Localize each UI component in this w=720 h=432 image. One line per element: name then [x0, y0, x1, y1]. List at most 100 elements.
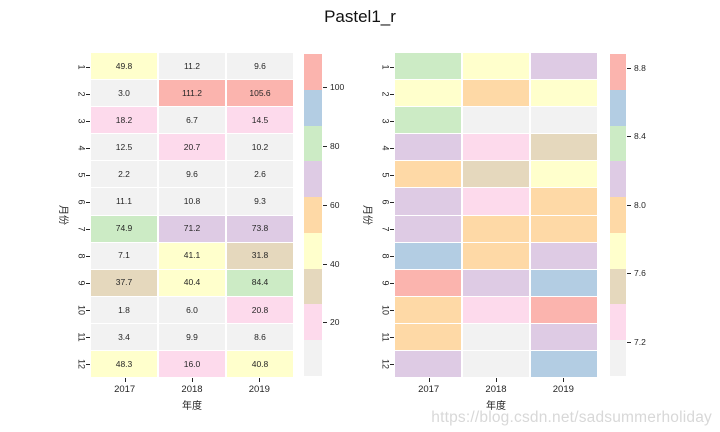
heatmap-cell: [531, 53, 597, 80]
heatmap-cell: 6.0: [159, 296, 225, 323]
heatmap-cell: 9.9: [159, 323, 225, 350]
colorbar: [610, 54, 626, 377]
colorbar-segment: [304, 232, 322, 269]
heatmap-cell: 16.0: [159, 350, 225, 377]
x-axis-label: 年度: [182, 401, 202, 412]
x-tick-label: 2018: [485, 384, 507, 395]
colorbar-segment: [304, 89, 322, 126]
y-tick-mark: [86, 66, 90, 68]
heatmap-cell: [395, 215, 461, 242]
heatmap-cell: 14.5: [227, 107, 293, 134]
y-tick-mark: [390, 120, 394, 122]
x-tick-label: 2019: [552, 384, 574, 395]
heatmap-cell: 8.6: [227, 323, 293, 350]
y-tick-mark: [390, 66, 394, 68]
heatmap-cell: 2.2: [91, 161, 157, 188]
heatmap-cell: [463, 323, 529, 350]
heatmap-cell: 73.8: [227, 215, 293, 242]
heatmap-cell: 10.2: [227, 134, 293, 161]
heatmap-cell: [463, 53, 529, 80]
heatmap-cell: [463, 188, 529, 215]
heatmap-cell: 1.8: [91, 296, 157, 323]
heatmap-cell: [395, 161, 461, 188]
colorbar: [304, 54, 322, 377]
colorbar-tick-mark: [627, 204, 631, 206]
y-tick-mark: [390, 336, 394, 338]
colorbar-segment: [610, 125, 626, 162]
y-tick-label: 4: [380, 144, 391, 151]
heatmap-cell: 2.6: [227, 161, 293, 188]
x-tick-mark: [124, 378, 126, 382]
colorbar-tick-label: 60: [330, 199, 340, 210]
x-tick-label: 2017: [114, 384, 136, 395]
heatmap-cell: [395, 350, 461, 377]
heatmap-cell: 71.2: [159, 215, 225, 242]
y-tick-mark: [86, 93, 90, 95]
colorbar-segment: [304, 268, 322, 305]
heatmap-cell: [395, 323, 461, 350]
y-tick-label: 7: [76, 225, 87, 232]
colorbar-tick-mark: [323, 86, 327, 88]
heatmap-cell: [531, 350, 597, 377]
y-tick-label: 9: [76, 279, 87, 286]
heatmap-cell: 11.2: [159, 53, 225, 80]
heatmap-cell: [531, 215, 597, 242]
heatmap-cell: 12.5: [91, 134, 157, 161]
heatmap-cell: 37.7: [91, 269, 157, 296]
y-tick-label: 2: [76, 90, 87, 97]
heatmap-cell: 3.4: [91, 323, 157, 350]
heatmap-cell: 18.2: [91, 107, 157, 134]
heatmap-cell: [463, 161, 529, 188]
y-tick-label: 5: [76, 171, 87, 178]
colorbar-tick-label: 40: [330, 258, 340, 269]
y-axis-label: 月份: [57, 205, 68, 225]
y-axis-label: 月份: [361, 205, 372, 225]
heatmap-cell: [395, 107, 461, 134]
heatmap-cell: [463, 269, 529, 296]
y-tick-label: 12: [380, 358, 391, 369]
y-tick-mark: [390, 363, 394, 365]
colorbar-segment: [610, 304, 626, 341]
heatmap-cell: [395, 80, 461, 107]
heatmap-cell: [463, 242, 529, 269]
y-tick-mark: [390, 201, 394, 203]
colorbar-segment: [610, 268, 626, 305]
y-tick-label: 12: [76, 358, 87, 369]
heatmap-grid: [395, 53, 597, 377]
heatmap-cell: [531, 269, 597, 296]
heatmap-cell: 3.0: [91, 80, 157, 107]
heatmap-cell: [395, 134, 461, 161]
y-tick-label: 4: [76, 144, 87, 151]
heatmap-cell: [531, 296, 597, 323]
y-tick-label: 5: [380, 171, 391, 178]
heatmap-cell: [463, 134, 529, 161]
y-tick-label: 1: [76, 63, 87, 70]
colorbar-tick-mark: [627, 136, 631, 138]
heatmap-cell: 48.3: [91, 350, 157, 377]
y-tick-label: 11: [76, 331, 87, 342]
y-tick-label: 2: [380, 90, 391, 97]
heatmap-cell: [531, 107, 597, 134]
heatmap-cell: [463, 107, 529, 134]
y-tick-label: 6: [76, 198, 87, 205]
colorbar-tick-label: 20: [330, 317, 340, 328]
heatmap-cell: [463, 296, 529, 323]
y-tick-mark: [86, 309, 90, 311]
colorbar-tick-mark: [627, 67, 631, 69]
x-tick-mark: [192, 378, 193, 382]
y-tick-mark: [390, 93, 394, 95]
y-tick-mark: [390, 228, 394, 230]
colorbar-tick-label: 8.0: [634, 199, 646, 210]
y-tick-mark: [86, 228, 90, 230]
y-tick-mark: [86, 120, 90, 122]
y-tick-label: 9: [380, 279, 391, 286]
y-tick-mark: [86, 336, 90, 338]
heatmap-cell: 9.3: [227, 188, 293, 215]
y-tick-mark: [86, 282, 90, 284]
heatmap-cell: [531, 161, 597, 188]
heatmap-cell: 40.8: [227, 350, 293, 377]
colorbar-tick-mark: [323, 204, 327, 206]
colorbar-tick-label: 100: [330, 81, 345, 92]
colorbar-tick-label: 7.2: [634, 336, 646, 347]
colorbar-tick-label: 80: [330, 140, 340, 151]
